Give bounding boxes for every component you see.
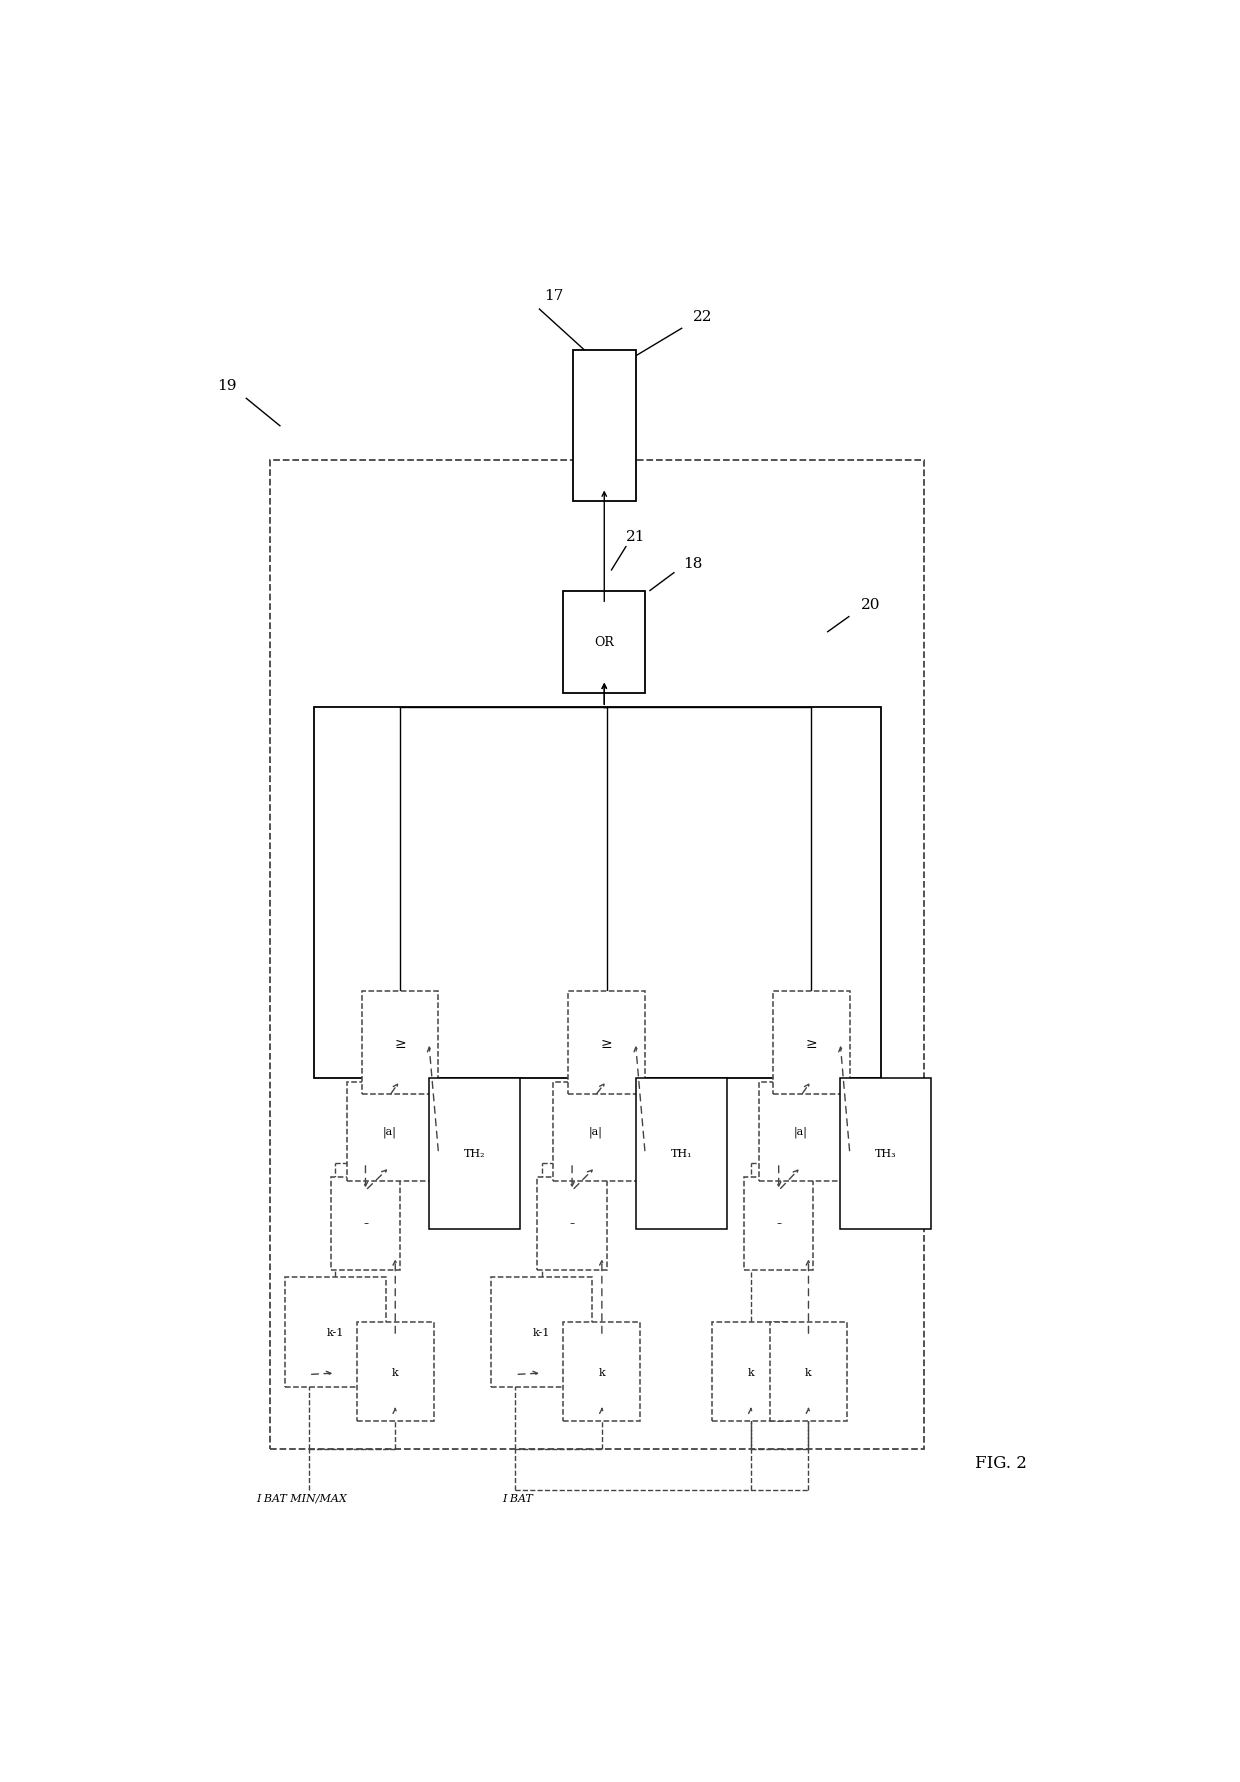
Bar bbox=[270, 462, 924, 1449]
Text: k: k bbox=[748, 1367, 754, 1377]
FancyBboxPatch shape bbox=[362, 993, 439, 1094]
Text: TH₁: TH₁ bbox=[671, 1149, 692, 1158]
Text: -: - bbox=[363, 1217, 368, 1231]
Text: I BAT MIN/MAX: I BAT MIN/MAX bbox=[255, 1493, 346, 1502]
FancyBboxPatch shape bbox=[357, 1322, 434, 1422]
Text: k-1: k-1 bbox=[326, 1328, 343, 1336]
Text: ≥: ≥ bbox=[601, 1037, 613, 1050]
FancyBboxPatch shape bbox=[331, 1178, 401, 1271]
Text: 22: 22 bbox=[693, 310, 713, 324]
Text: OR: OR bbox=[594, 636, 614, 649]
FancyBboxPatch shape bbox=[635, 1078, 727, 1230]
Text: 17: 17 bbox=[544, 289, 563, 303]
FancyBboxPatch shape bbox=[841, 1078, 931, 1230]
Text: k-1: k-1 bbox=[533, 1328, 551, 1336]
Text: I BAT: I BAT bbox=[502, 1493, 533, 1502]
Text: FIG. 2: FIG. 2 bbox=[975, 1454, 1027, 1470]
FancyBboxPatch shape bbox=[553, 1082, 637, 1181]
FancyBboxPatch shape bbox=[712, 1322, 789, 1422]
Bar bbox=[314, 707, 880, 1078]
Text: |a|: |a| bbox=[588, 1126, 603, 1137]
Text: ≥: ≥ bbox=[394, 1037, 405, 1050]
Text: k: k bbox=[599, 1367, 605, 1377]
FancyBboxPatch shape bbox=[491, 1278, 593, 1386]
Text: ≥: ≥ bbox=[806, 1037, 817, 1050]
FancyBboxPatch shape bbox=[429, 1078, 521, 1230]
FancyBboxPatch shape bbox=[770, 1322, 847, 1422]
FancyBboxPatch shape bbox=[563, 1322, 640, 1422]
FancyBboxPatch shape bbox=[285, 1278, 386, 1386]
Text: |a|: |a| bbox=[794, 1126, 807, 1137]
FancyBboxPatch shape bbox=[773, 993, 849, 1094]
Text: -: - bbox=[569, 1217, 574, 1231]
Text: -: - bbox=[776, 1217, 781, 1231]
FancyBboxPatch shape bbox=[568, 993, 645, 1094]
Text: |a|: |a| bbox=[383, 1126, 397, 1137]
FancyBboxPatch shape bbox=[537, 1178, 606, 1271]
Text: 20: 20 bbox=[862, 599, 880, 611]
FancyBboxPatch shape bbox=[573, 351, 635, 503]
Text: TH₂: TH₂ bbox=[464, 1149, 485, 1158]
Text: 19: 19 bbox=[217, 378, 237, 392]
Text: k: k bbox=[392, 1367, 398, 1377]
FancyBboxPatch shape bbox=[347, 1082, 432, 1181]
FancyBboxPatch shape bbox=[744, 1178, 813, 1271]
Text: k: k bbox=[805, 1367, 812, 1377]
FancyBboxPatch shape bbox=[563, 592, 645, 693]
Text: 21: 21 bbox=[626, 529, 645, 544]
Text: 18: 18 bbox=[683, 556, 703, 570]
Text: TH₃: TH₃ bbox=[875, 1149, 897, 1158]
FancyBboxPatch shape bbox=[759, 1082, 843, 1181]
